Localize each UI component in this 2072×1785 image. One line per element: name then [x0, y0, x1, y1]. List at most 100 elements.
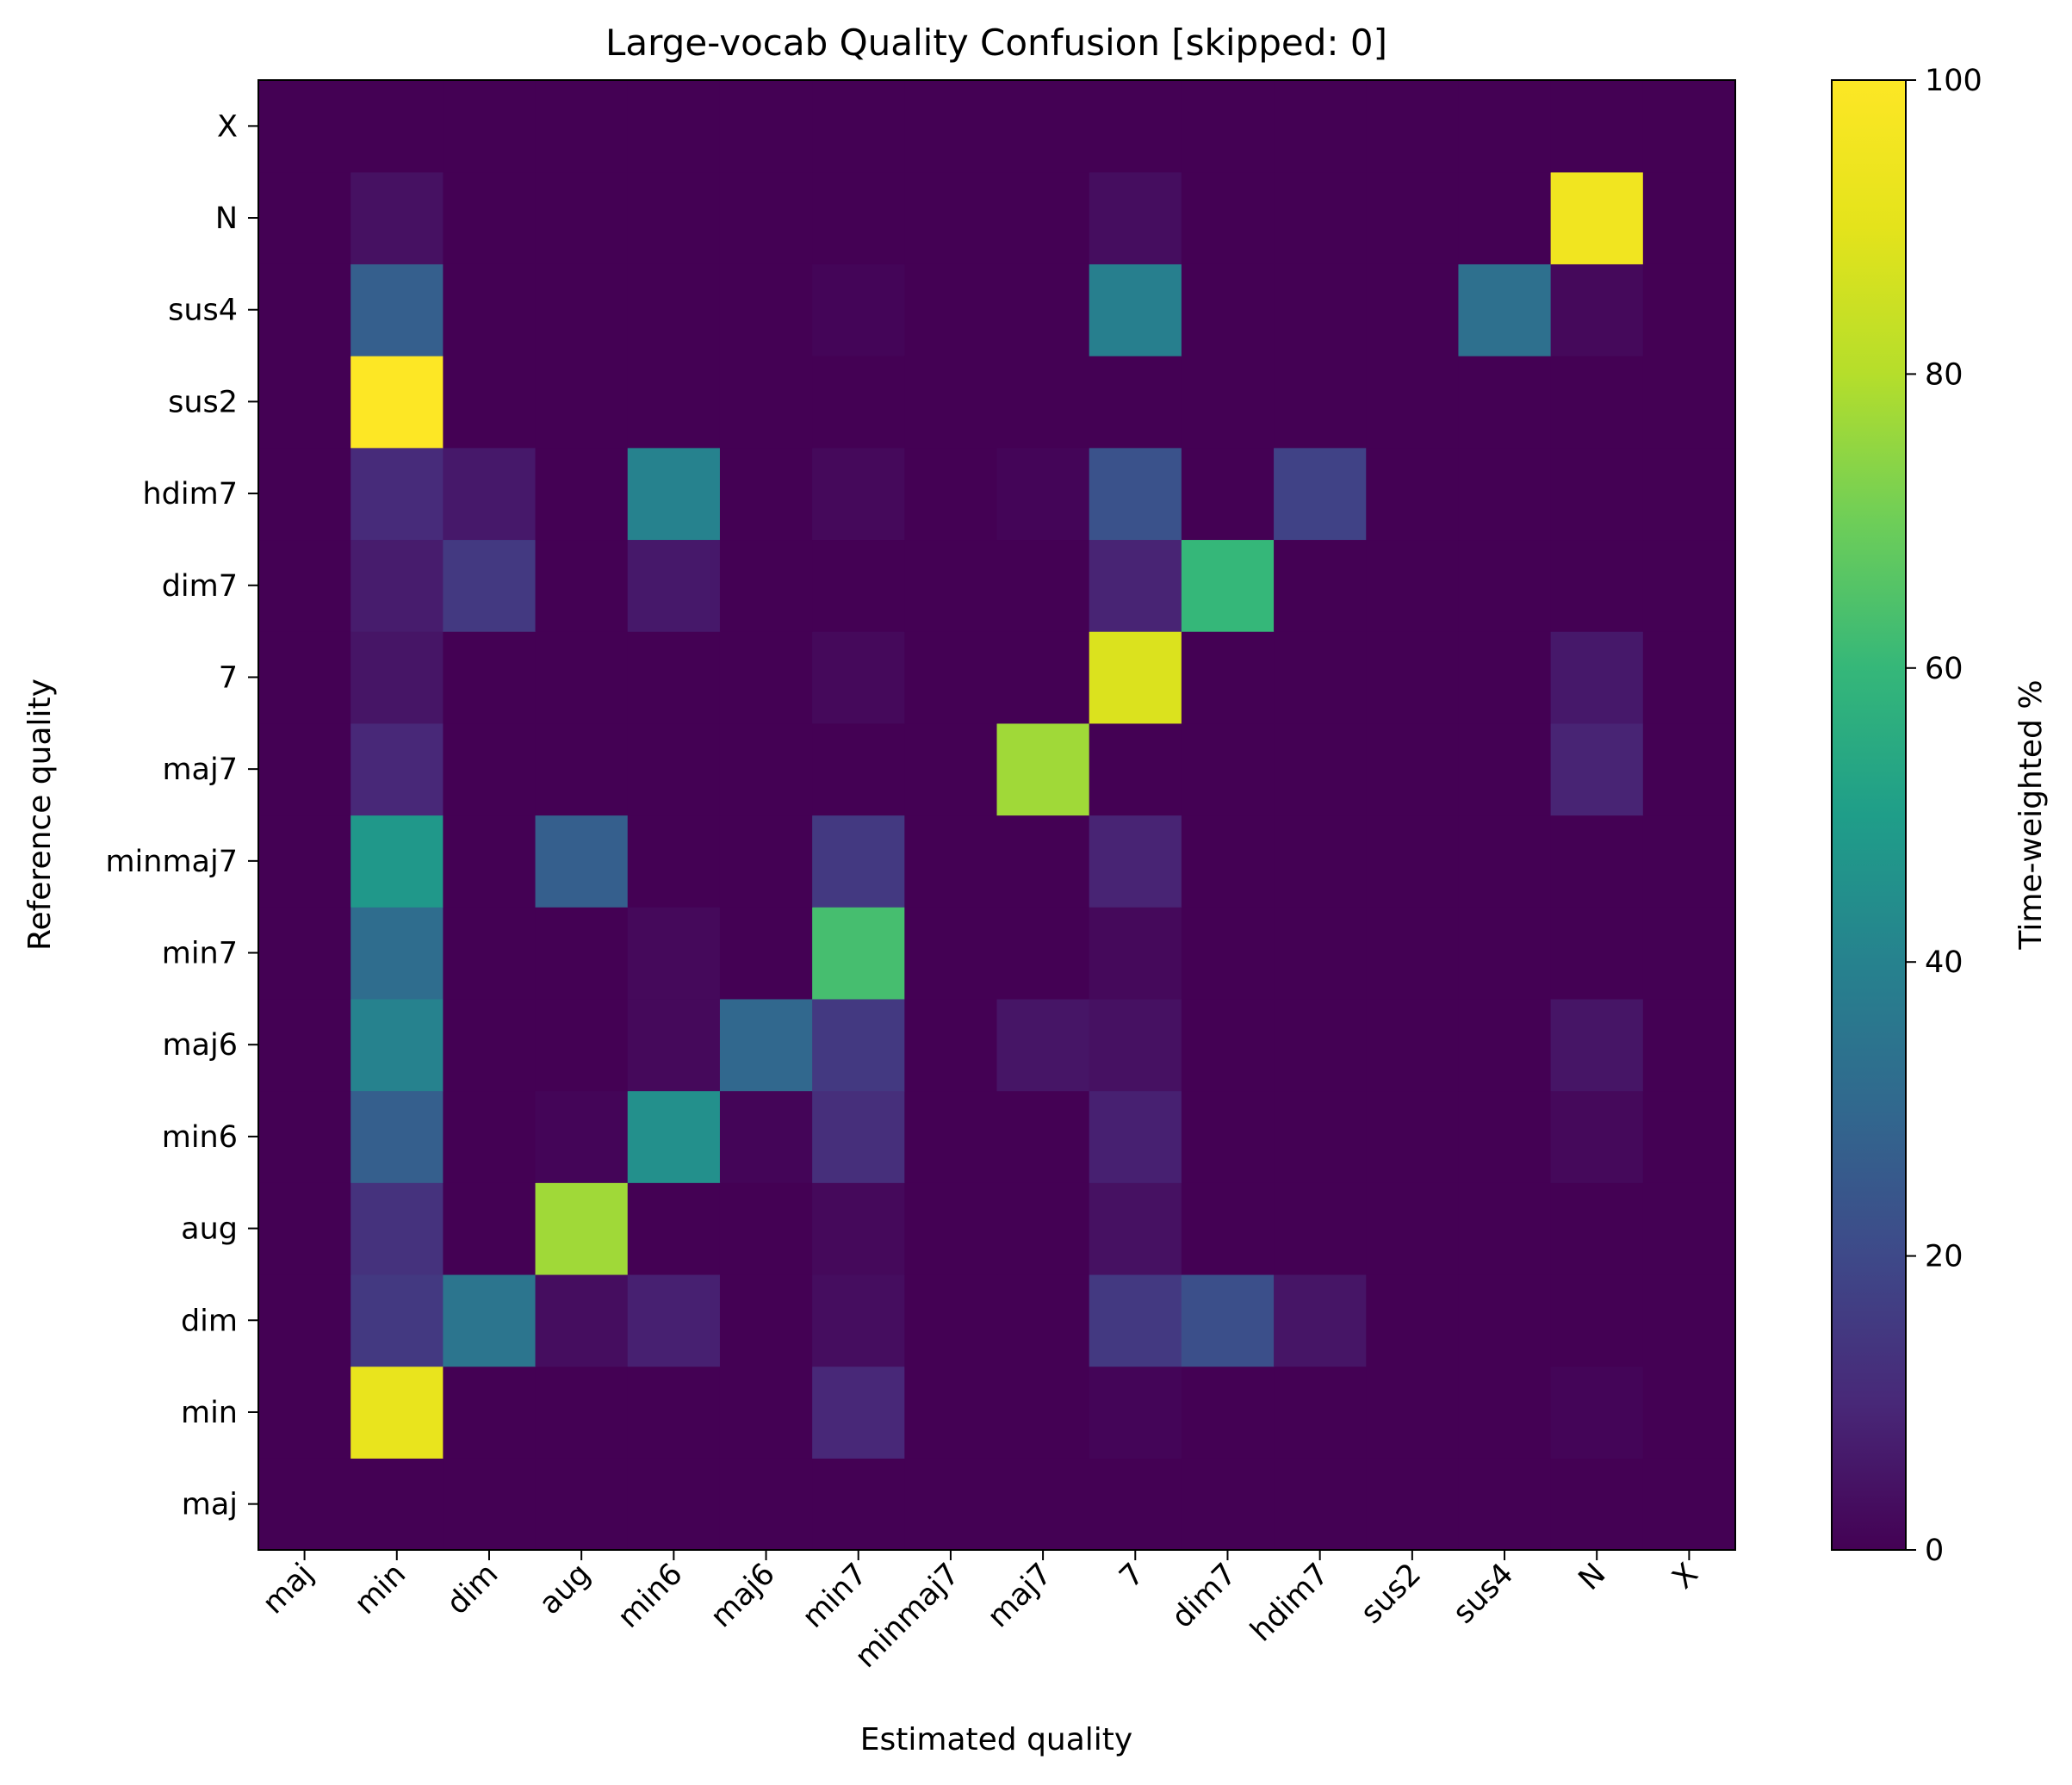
heatmap-cell-dim7-min7 [812, 539, 905, 632]
heatmap-cell-min7-7 [1089, 907, 1182, 1000]
heatmap-cell-maj6-sus2 [1366, 998, 1460, 1092]
heatmap-cell-min6-min [351, 1090, 444, 1183]
heatmap-cell-maj-7 [1089, 1458, 1182, 1551]
heatmap-cell-min-minmaj7 [904, 1366, 998, 1459]
heatmap-cell-hdim7-minmaj7 [904, 447, 998, 541]
heatmap-cell-min-N [1550, 1366, 1644, 1459]
heatmap-cell-hdim7-min7 [812, 447, 905, 541]
y-tick-label: min6 [162, 1120, 238, 1155]
heatmap-cell-dim7-min6 [627, 539, 721, 632]
y-tick-label: dim7 [162, 569, 238, 604]
heatmap-cell-hdim7-N [1550, 447, 1644, 541]
heatmap-cell-min7-dim7 [1181, 907, 1275, 1000]
y-tick-label: sus4 [168, 294, 238, 328]
heatmap-cell-min-dim7 [1181, 1366, 1275, 1459]
heatmap-cell-hdim7-min [351, 447, 444, 541]
heatmap-cell-7-sus2 [1366, 631, 1460, 724]
heatmap-cell-min-7 [1089, 1366, 1182, 1459]
heatmap-cell-min6-maj6 [719, 1090, 813, 1183]
heatmap-cell-minmaj7-min [351, 815, 444, 908]
heatmap-cell-maj6-min7 [812, 998, 905, 1092]
y-tick-label: N [215, 201, 238, 236]
heatmap-cell-maj7-min [351, 722, 444, 816]
heatmap-cell-aug-hdim7 [1274, 1182, 1367, 1275]
heatmap-cell-maj6-maj [258, 998, 351, 1092]
heatmap-cell-maj6-hdim7 [1274, 998, 1367, 1092]
heatmap-cell-min6-sus2 [1366, 1090, 1460, 1183]
heatmap-cell-dim-min7 [812, 1274, 905, 1367]
heatmap-cell-min-hdim7 [1274, 1366, 1367, 1459]
heatmap-cell-sus4-X [1642, 263, 1736, 356]
heatmap-cell-7-7 [1089, 631, 1182, 724]
heatmap-cell-N-N [1550, 171, 1644, 264]
heatmap-cell-minmaj7-maj [258, 815, 351, 908]
heatmap-cell-min-maj6 [719, 1366, 813, 1459]
heatmap-cell-sus4-min6 [627, 263, 721, 356]
heatmap-cell-min6-aug [535, 1090, 629, 1183]
heatmap-cell-maj7-maj7 [996, 722, 1090, 816]
y-axis: maj min dim aug min6 maj6 min7 minmaj7 maj7 7 dim7… [105, 109, 258, 1522]
heatmap-cell-N-maj6 [719, 171, 813, 264]
heatmap-cell-X-min7 [812, 80, 905, 173]
heatmap-cell-N-aug [535, 171, 629, 264]
heatmap-cell-aug-maj7 [996, 1182, 1090, 1275]
heatmap-cell-maj7-N [1550, 722, 1644, 816]
heatmap-cell-sus4-maj [258, 263, 351, 356]
heatmap-cell-X-dim [443, 80, 537, 173]
heatmap-cell-maj-maj [258, 1458, 351, 1551]
heatmap-cell-aug-dim7 [1181, 1182, 1275, 1275]
heatmap-cell-min6-min6 [627, 1090, 721, 1183]
heatmap-cell-min6-7 [1089, 1090, 1182, 1183]
heatmap-cell-sus4-N [1550, 263, 1644, 356]
y-tick-label: 7 [219, 660, 238, 695]
heatmap-cell-sus4-min7 [812, 263, 905, 356]
heatmap-cell-hdim7-dim [443, 447, 537, 541]
heatmap-cell-N-min6 [627, 171, 721, 264]
heatmap-cell-sus4-hdim7 [1274, 263, 1367, 356]
heatmap-cell-N-maj7 [996, 171, 1090, 264]
heatmap-cell-7-min6 [627, 631, 721, 724]
heatmap-cell-min-sus4 [1458, 1366, 1552, 1459]
heatmap-cell-min6-maj [258, 1090, 351, 1183]
heatmap-cell-hdim7-sus4 [1458, 447, 1552, 541]
heatmap-cell-X-min6 [627, 80, 721, 173]
heatmap-cell-maj6-min6 [627, 998, 721, 1092]
heatmap-cell-minmaj7-sus2 [1366, 815, 1460, 908]
heatmap-cell-7-aug [535, 631, 629, 724]
heatmap-cell-N-dim [443, 171, 537, 264]
heatmap-cell-dim-sus4 [1458, 1274, 1552, 1367]
heatmap-cell-sus2-dim [443, 356, 537, 449]
heatmap-cell-maj7-maj [258, 722, 351, 816]
heatmap-cell-dim-maj7 [996, 1274, 1090, 1367]
heatmap-cell-maj-X [1642, 1458, 1736, 1551]
heatmap-cell-hdim7-aug [535, 447, 629, 541]
colorbar-tick-label: 40 [1925, 945, 1963, 980]
y-tick-label: min [181, 1396, 238, 1430]
y-tick-label: maj6 [162, 1028, 238, 1063]
heatmap-cell-dim7-sus4 [1458, 539, 1552, 632]
heatmap-cell-sus4-7 [1089, 263, 1182, 356]
heatmap-cells [258, 80, 1736, 1551]
y-tick-label: dim [181, 1304, 238, 1338]
heatmap-cell-X-min [351, 80, 444, 173]
heatmap-cell-X-hdim7 [1274, 80, 1367, 173]
heatmap-cell-maj6-maj7 [996, 998, 1090, 1092]
heatmap-cell-X-aug [535, 80, 629, 173]
heatmap-cell-X-minmaj7 [904, 80, 998, 173]
heatmap-cell-minmaj7-X [1642, 815, 1736, 908]
heatmap-cell-dim-minmaj7 [904, 1274, 998, 1367]
heatmap-cell-min6-N [1550, 1090, 1644, 1183]
heatmap-cell-aug-N [1550, 1182, 1644, 1275]
heatmap-cell-maj-sus4 [1458, 1458, 1552, 1551]
heatmap-cell-7-N [1550, 631, 1644, 724]
y-tick-label: X [217, 109, 238, 144]
heatmap-cell-hdim7-min6 [627, 447, 721, 541]
heatmap-cell-maj7-sus4 [1458, 722, 1552, 816]
heatmap-cell-maj-maj6 [719, 1458, 813, 1551]
heatmap-cell-minmaj7-aug [535, 815, 629, 908]
heatmap-cell-sus4-aug [535, 263, 629, 356]
heatmap-cell-N-min7 [812, 171, 905, 264]
heatmap-cell-maj7-aug [535, 722, 629, 816]
heatmap-cell-min7-N [1550, 907, 1644, 1000]
